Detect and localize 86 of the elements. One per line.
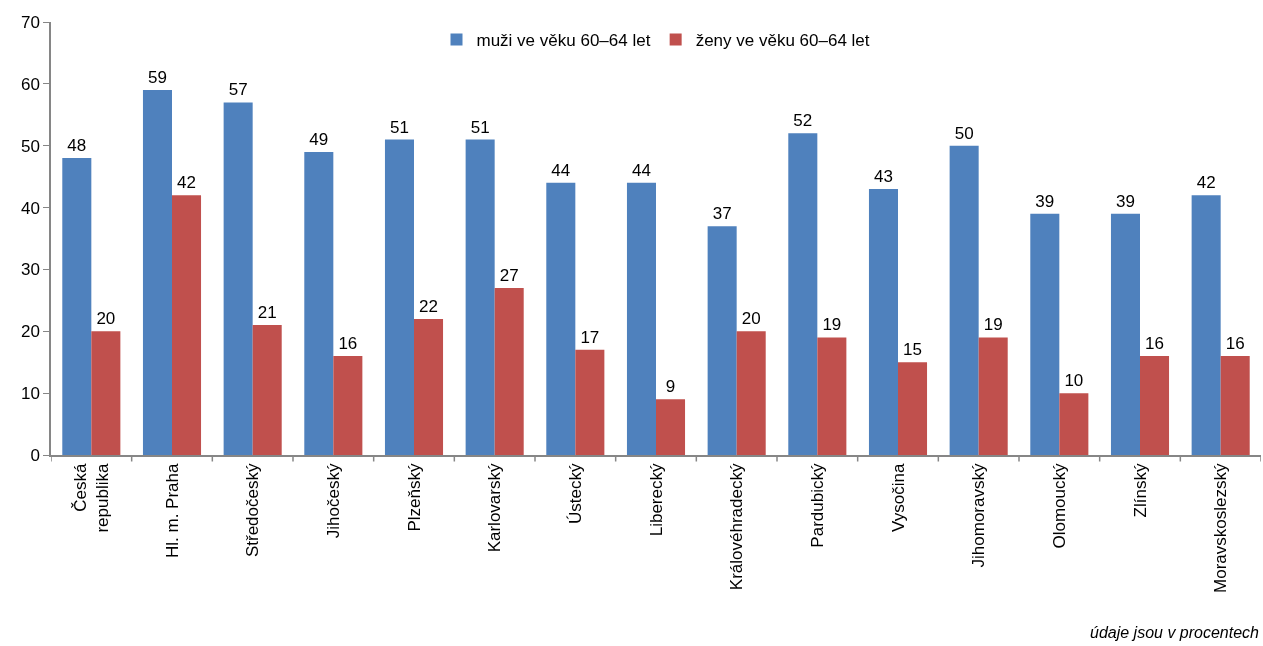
- data-label: 22: [419, 296, 438, 316]
- x-tick-label: Hl. m. Praha: [162, 463, 182, 559]
- bar: [868, 189, 898, 455]
- x-tick-label: Moravskoslezský: [1211, 463, 1231, 593]
- data-label: 42: [177, 173, 196, 193]
- data-label: 57: [228, 80, 248, 100]
- y-tick-label: 70: [20, 12, 40, 32]
- x-tick-label: Jihočeský: [323, 463, 343, 539]
- bar: [1140, 356, 1170, 455]
- data-label: 43: [874, 167, 893, 187]
- x-tick-label: Středočeský: [243, 463, 263, 558]
- bar: [465, 139, 495, 455]
- bar: [304, 151, 334, 455]
- data-label: 10: [1064, 371, 1084, 391]
- bar: [546, 182, 576, 455]
- bar: [494, 287, 524, 455]
- y-tick-label: 60: [20, 74, 40, 94]
- bar: [1110, 213, 1140, 455]
- x-tick-label: Liberecký: [646, 463, 666, 537]
- y-tick-label: 20: [20, 322, 40, 342]
- bar: [414, 318, 444, 455]
- bar: [788, 133, 818, 455]
- data-label: 20: [741, 309, 761, 329]
- bar: [1030, 213, 1060, 455]
- bar: [575, 349, 605, 455]
- bar: [1220, 356, 1250, 455]
- data-label: 16: [338, 334, 358, 354]
- bar: [172, 195, 202, 455]
- data-label: 16: [1225, 334, 1245, 354]
- data-label: 9: [665, 377, 676, 397]
- bar: [91, 331, 121, 455]
- bar: [1059, 393, 1089, 455]
- data-label: 20: [96, 309, 116, 329]
- bar: [707, 226, 737, 455]
- data-label: 44: [632, 160, 651, 180]
- x-tick-label: Plzeňský: [404, 463, 424, 532]
- bar: [978, 337, 1008, 455]
- x-tick-label: Královéhradecký: [727, 463, 747, 591]
- legend-label: muži ve věku 60–64 let: [476, 31, 651, 51]
- data-label: 15: [903, 340, 922, 360]
- bar: [142, 90, 172, 455]
- bar: [223, 102, 253, 455]
- bar: [62, 158, 92, 455]
- data-label: 37: [712, 204, 732, 224]
- x-tick-label: Česká republika: [70, 463, 112, 533]
- y-tick-label: 0: [30, 445, 40, 465]
- text: údaje jsou v procentech: [1090, 624, 1260, 641]
- data-label: 48: [67, 136, 87, 156]
- data-label: 19: [822, 315, 842, 335]
- legend-label: ženy ve věku 60–64 let: [695, 31, 870, 51]
- x-tick-label: Olomoucký: [1049, 463, 1069, 549]
- x-tick-label: Jihomoravský: [969, 463, 989, 568]
- bar: [333, 356, 363, 455]
- x-tick-label: Zlínský: [1130, 463, 1150, 518]
- data-label: 51: [470, 117, 490, 137]
- bar: [656, 399, 686, 455]
- x-tick-label: Pardubický: [807, 463, 827, 548]
- data-label: 17: [580, 327, 600, 347]
- bar: [817, 337, 847, 455]
- data-label: 51: [390, 117, 409, 137]
- data-label: 21: [257, 303, 277, 323]
- data-label: 44: [551, 160, 571, 180]
- data-label: 42: [1196, 173, 1216, 193]
- y-tick-label: 40: [20, 198, 40, 218]
- bar: [898, 362, 928, 455]
- bar: [252, 325, 282, 455]
- data-label: 52: [793, 111, 813, 131]
- data-label: 49: [309, 129, 329, 149]
- y-tick-label: 50: [20, 136, 40, 156]
- data-label: 39: [1116, 191, 1135, 211]
- y-tick-label: 30: [20, 260, 40, 280]
- bar: [384, 139, 414, 455]
- data-label: 27: [499, 265, 519, 285]
- x-tick-label: Ústecký: [565, 463, 585, 525]
- y-tick-label: 10: [20, 384, 40, 404]
- data-label: 59: [148, 68, 167, 88]
- bar: [626, 182, 656, 455]
- bar: [736, 331, 766, 455]
- x-tick-label: Vysočina: [888, 463, 908, 532]
- data-label: 16: [1145, 334, 1164, 354]
- data-label: 50: [954, 123, 974, 143]
- data-label: 39: [1035, 191, 1055, 211]
- data-label: 19: [983, 315, 1003, 335]
- x-tick-label: Karlovarský: [485, 463, 505, 553]
- bar: [1191, 195, 1221, 455]
- bar: [949, 145, 979, 455]
